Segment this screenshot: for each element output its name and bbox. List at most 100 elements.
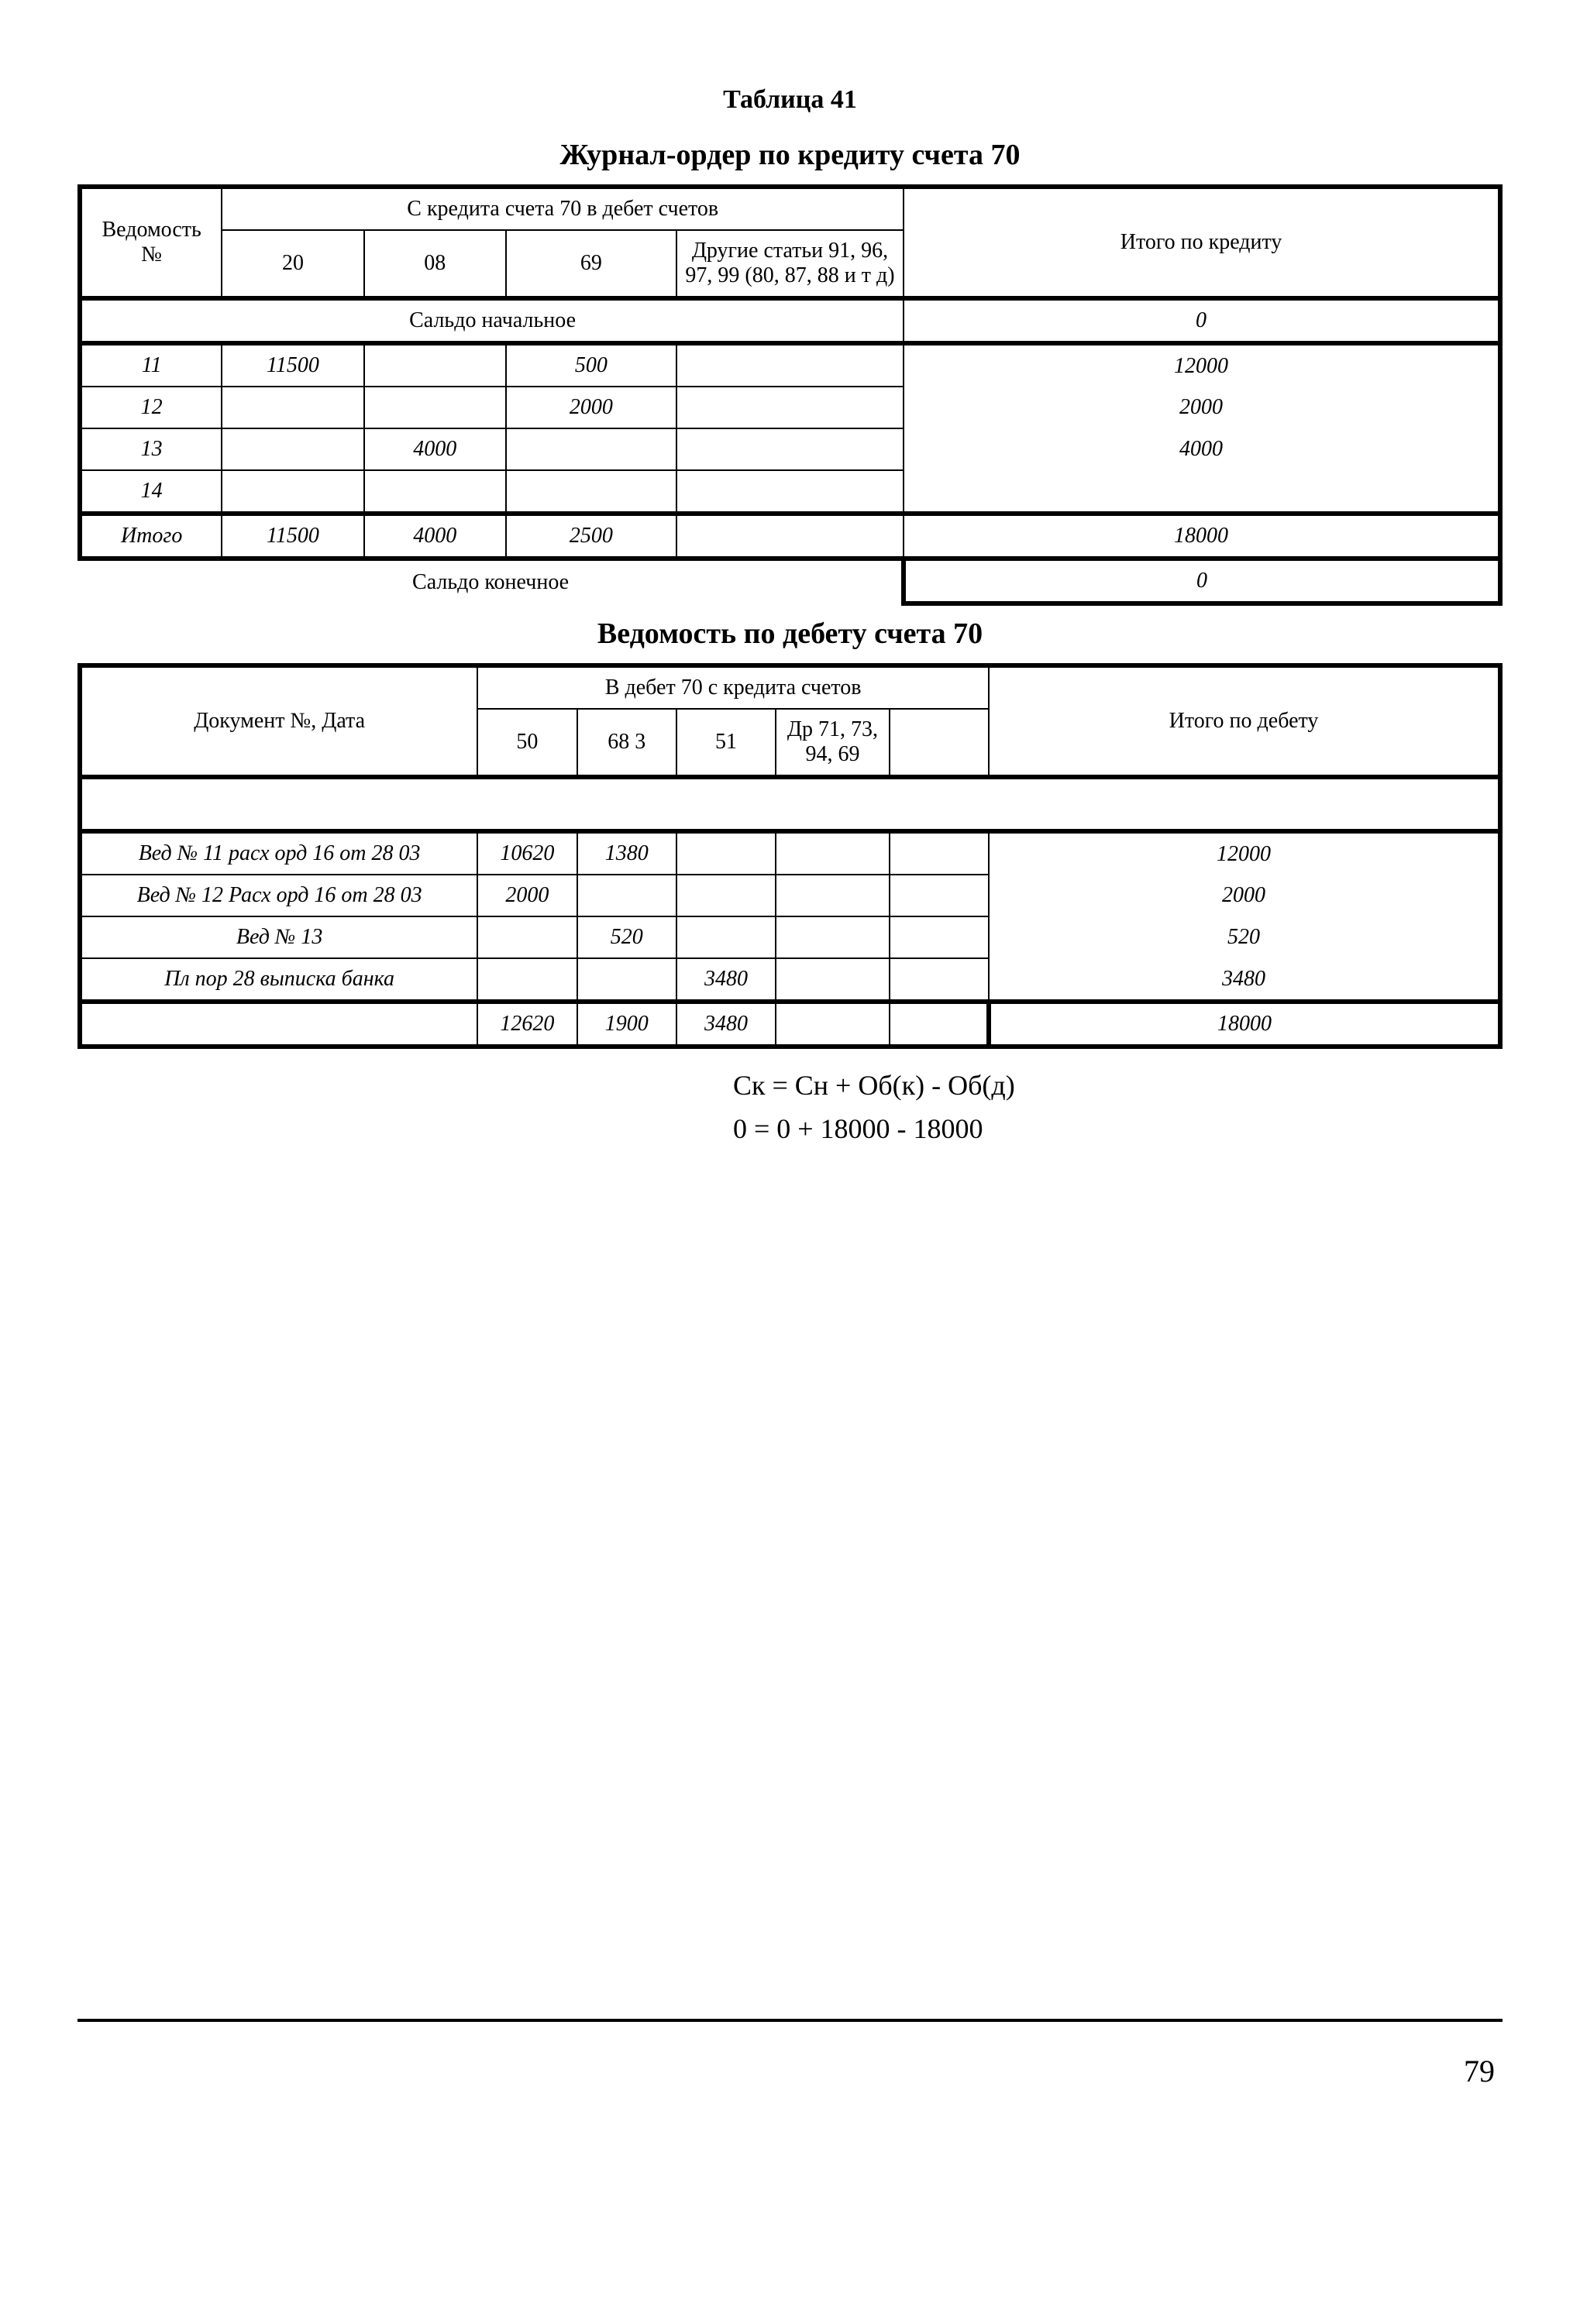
col-blank <box>890 709 989 777</box>
formula-block: Ск = Сн + Об(к) - Об(д) 0 = 0 + 18000 - … <box>77 1064 1503 1151</box>
formula-line-1: Ск = Сн + Об(к) - Об(д) <box>733 1064 1503 1108</box>
col-total-credit: Итого по кредиту <box>904 187 1500 298</box>
journal-order-table: Ведомость № С кредита счета 70 в дебет с… <box>77 184 1503 606</box>
row-end-balance-label: Сальдо конечное <box>80 559 904 603</box>
cell: Вед № 12 Расх орд 16 от 28 03 <box>80 875 477 916</box>
table-row: 13 4000 4000 <box>80 428 1500 470</box>
cell <box>776 831 890 875</box>
table-row: Пл пор 28 выписка банка 3480 3480 <box>80 958 1500 1002</box>
cell: 2000 <box>904 387 1500 428</box>
col-group-debit: В дебет 70 с кредита счетов <box>477 665 989 709</box>
cell: 4000 <box>364 428 506 470</box>
cell: 11 <box>80 343 222 387</box>
cell <box>676 428 904 470</box>
cell: 11500 <box>222 343 363 387</box>
row-start-balance-label: Сальдо начальное <box>80 298 904 343</box>
cell: 18000 <box>904 514 1500 559</box>
cell <box>776 875 890 916</box>
col-vedomost: Ведомость № <box>80 187 222 298</box>
cell <box>776 958 890 1002</box>
col-20: 20 <box>222 230 363 298</box>
cell <box>364 470 506 514</box>
cell: 10620 <box>477 831 577 875</box>
cell <box>222 470 363 514</box>
cell <box>890 916 989 958</box>
cell <box>676 514 904 559</box>
cell <box>222 428 363 470</box>
cell: 12000 <box>989 831 1500 875</box>
cell <box>477 916 577 958</box>
cell: 2000 <box>506 387 676 428</box>
cell <box>577 875 676 916</box>
cell: 12 <box>80 387 222 428</box>
cell <box>890 958 989 1002</box>
cell: Пл пор 28 выписка банка <box>80 958 477 1002</box>
cell: 13 <box>80 428 222 470</box>
cell: 2000 <box>989 875 1500 916</box>
cell: 2000 <box>477 875 577 916</box>
cell <box>80 1002 477 1047</box>
col-50: 50 <box>477 709 577 777</box>
footer-label: Итого <box>80 514 222 559</box>
table2-caption: Ведомость по дебету счета 70 <box>77 617 1503 651</box>
table-row: Вед № 13 520 520 <box>80 916 1500 958</box>
col-group-credit: С кредита счета 70 в дебет счетов <box>222 187 904 230</box>
cell <box>506 470 676 514</box>
row-start-balance-value: 0 <box>904 298 1500 343</box>
cell <box>776 1002 890 1047</box>
table-row: 12 2000 2000 <box>80 387 1500 428</box>
cell <box>364 343 506 387</box>
cell <box>890 831 989 875</box>
cell: 520 <box>577 916 676 958</box>
debit-ledger-table: Документ №, Дата В дебет 70 с кредита сч… <box>77 663 1503 1049</box>
table-row: Вед № 11 расх орд 16 от 28 03 10620 1380… <box>80 831 1500 875</box>
page-number: 79 <box>77 2053 1503 2089</box>
col-total-debit: Итого по дебету <box>989 665 1500 777</box>
cell <box>676 875 776 916</box>
cell: 3480 <box>989 958 1500 1002</box>
cell: 18000 <box>989 1002 1500 1047</box>
cell <box>890 1002 989 1047</box>
cell: 500 <box>506 343 676 387</box>
cell <box>676 470 904 514</box>
cell <box>477 958 577 1002</box>
cell: Вед № 13 <box>80 916 477 958</box>
table1-caption: Журнал-ордер по кредиту счета 70 <box>77 138 1503 172</box>
table-row: Вед № 12 Расх орд 16 от 28 03 2000 2000 <box>80 875 1500 916</box>
cell: 3480 <box>676 1002 776 1047</box>
formula-line-2: 0 = 0 + 18000 - 18000 <box>733 1108 1503 1151</box>
cell <box>776 916 890 958</box>
col-other2: Др 71, 73, 94, 69 <box>776 709 890 777</box>
table-number-label: Таблица 41 <box>77 85 1503 115</box>
cell <box>676 387 904 428</box>
cell: 12000 <box>904 343 1500 387</box>
cell <box>904 470 1500 514</box>
col-other: Другие статьи 91, 96, 97, 99 (80, 87, 88… <box>676 230 904 298</box>
col-69: 69 <box>506 230 676 298</box>
col-08: 08 <box>364 230 506 298</box>
cell: 2500 <box>506 514 676 559</box>
cell: Вед № 11 расх орд 16 от 28 03 <box>80 831 477 875</box>
cell <box>890 875 989 916</box>
cell: 520 <box>989 916 1500 958</box>
cell <box>364 387 506 428</box>
col-51: 51 <box>676 709 776 777</box>
cell: 12620 <box>477 1002 577 1047</box>
cell <box>577 958 676 1002</box>
col-document: Документ №, Дата <box>80 665 477 777</box>
cell <box>506 428 676 470</box>
col-683: 68 3 <box>577 709 676 777</box>
cell: 4000 <box>904 428 1500 470</box>
table-row: 14 <box>80 470 1500 514</box>
cell: 3480 <box>676 958 776 1002</box>
cell <box>222 387 363 428</box>
cell: 11500 <box>222 514 363 559</box>
page: Таблица 41 Журнал-ордер по кредиту счета… <box>77 85 1503 2089</box>
cell <box>676 831 776 875</box>
cell <box>676 343 904 387</box>
cell <box>676 916 776 958</box>
cell: 1380 <box>577 831 676 875</box>
footer-rule <box>77 2019 1503 2022</box>
table-footer-row: 12620 1900 3480 18000 <box>80 1002 1500 1047</box>
cell: 1900 <box>577 1002 676 1047</box>
